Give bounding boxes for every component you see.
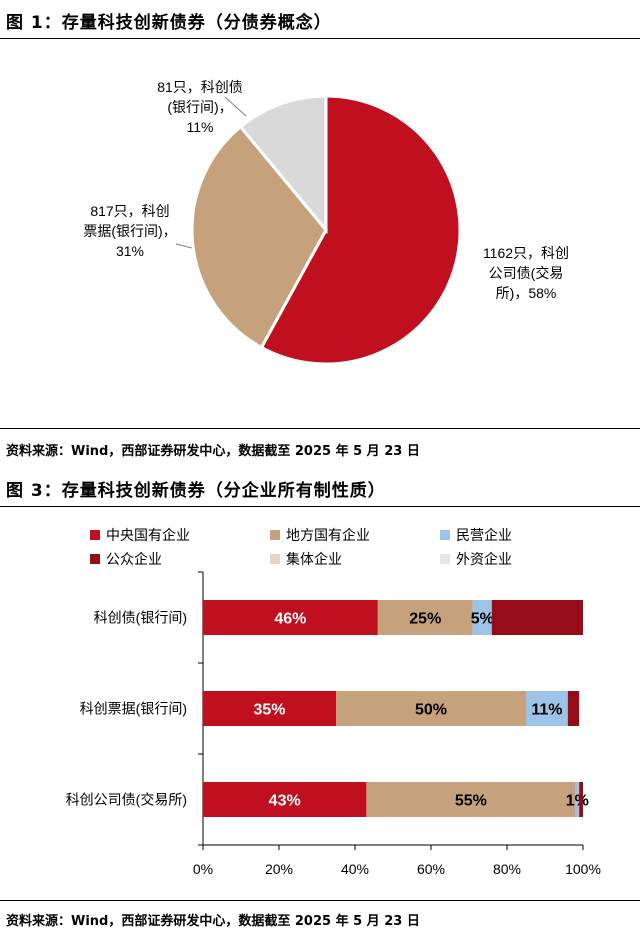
x-tick-label: 60% (417, 861, 445, 877)
bar-data-label: 35% (253, 702, 285, 719)
legend-swatch (440, 530, 450, 540)
pie-slice-label: 81只，科创债(银行间)， 11% (157, 79, 243, 135)
pie-labels: 1162只，科创公司债(交易所)，58% 817只，科创票据(银行间)， 31% 81… (83, 79, 569, 301)
pie-slices (190, 94, 462, 366)
category-label: 科创公司债(交易所) (66, 792, 187, 808)
bar-data-label: 5% (471, 611, 494, 628)
bar-segment (203, 691, 336, 726)
figure-1-top-rule (0, 38, 640, 39)
category-label: 科创债(银行间) (94, 610, 187, 626)
x-tick-label: 100% (565, 861, 601, 877)
legend-swatch (440, 554, 450, 564)
legend-swatch (270, 530, 280, 540)
pie-slice-label: 817只，科创票据(银行间)， 31% (83, 203, 176, 259)
legend-label: 中央国有企业 (106, 527, 190, 543)
pie-slice (238, 94, 328, 235)
bar-data-label: 50% (415, 702, 447, 719)
figure-1-source: 资料来源：Wind，西部证券研发中心，数据截至 2025 年 5 月 23 日 (6, 444, 420, 459)
figure-3-title: 图 3：存量科技创新债券（分企业所有制性质） (6, 481, 386, 501)
bar-data-label: 43% (269, 793, 301, 810)
pie-slice-label: 1162只，科创公司债(交易所)，58% (483, 245, 569, 301)
bar-segment (526, 691, 568, 726)
legend-label: 集体企业 (286, 551, 342, 567)
x-tick-label: 40% (341, 861, 369, 877)
x-tick-label: 20% (265, 861, 293, 877)
bar-data-label: 25% (409, 611, 441, 628)
figure-1-title: 图 1：存量科技创新债券（分债券概念） (6, 13, 332, 33)
legend-swatch (90, 530, 100, 540)
figure-3-source: 资料来源：Wind，西部证券研发中心，数据截至 2025 年 5 月 23 日 (6, 914, 420, 929)
bar-data-label: 1% (566, 793, 589, 810)
pie-slice (190, 124, 328, 350)
bar-segment (377, 600, 473, 635)
bar-segment (491, 600, 583, 635)
bar-segment (579, 782, 583, 817)
pie-slice (259, 94, 462, 366)
category-label: 科创票据(银行间) (80, 701, 187, 717)
bars: 46% 25% 5% 35% 50% 11% 43% 55% 1% (203, 600, 589, 817)
bar-segment (567, 691, 580, 726)
bar-segment (336, 691, 526, 726)
pie-leader-line (175, 243, 193, 249)
legend-label: 外资企业 (456, 551, 512, 567)
bar-data-label: 46% (274, 611, 306, 628)
bar-data-label: 11% (531, 702, 562, 719)
legend-label: 公众企业 (106, 551, 162, 567)
pie-leader-line (224, 96, 247, 117)
figure-3-bottom-rule (0, 900, 640, 901)
legend-label: 民营企业 (456, 527, 512, 543)
bar-segment (203, 782, 367, 817)
bar-segment (203, 600, 378, 635)
bar-data-label: 55% (455, 793, 487, 810)
figure-3-top-rule (0, 506, 640, 507)
legend-label: 地方国有企业 (286, 527, 370, 543)
x-tick-label: 0% (193, 861, 213, 877)
bar-segment (575, 782, 580, 817)
x-tick-label: 80% (493, 861, 521, 877)
legend-swatch (90, 554, 100, 564)
figure-1-bottom-rule (0, 428, 640, 429)
bar-segment (366, 782, 576, 817)
bar-segment (472, 600, 492, 635)
legend-swatch (270, 554, 280, 564)
pie-chart: 1162只，科创公司债(交易所)，58% 817只，科创票据(银行间)， 31% 81… (83, 79, 569, 366)
